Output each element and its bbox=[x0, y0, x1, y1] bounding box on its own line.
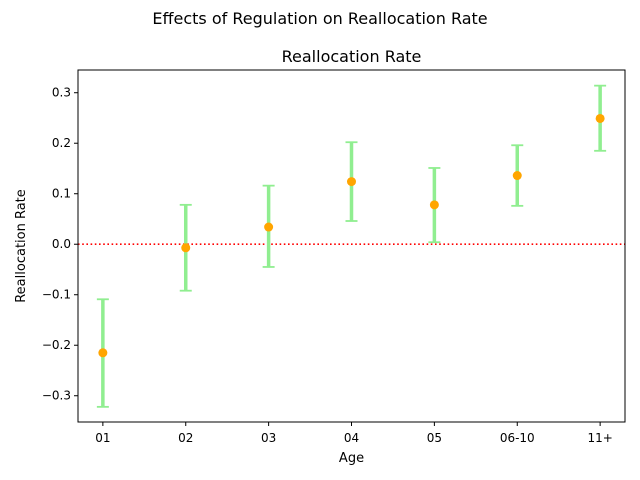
y-tick-label: −0.3 bbox=[42, 389, 71, 403]
y-tick-label: 0.3 bbox=[52, 86, 71, 100]
y-tick-label: 0.1 bbox=[52, 187, 71, 201]
data-point bbox=[98, 348, 108, 358]
figure-suptitle: Effects of Regulation on Reallocation Ra… bbox=[152, 9, 487, 28]
y-axis-label: Reallocation Rate bbox=[14, 189, 29, 303]
data-point bbox=[595, 113, 605, 123]
axes-frame bbox=[77, 69, 626, 423]
data-point bbox=[181, 243, 191, 253]
x-tick-label: 02 bbox=[178, 431, 193, 445]
data-point bbox=[429, 200, 439, 210]
data-point bbox=[347, 177, 356, 187]
data-point bbox=[512, 171, 522, 181]
x-tick-label: 01 bbox=[95, 431, 110, 445]
x-tick-label: 04 bbox=[344, 431, 359, 445]
y-tick-label: 0.2 bbox=[52, 136, 71, 150]
plot-area: −0.3 −0.2 −0.1 0.0 0.1 0.2 0.3 01 02 03 04 05 06-10 1… bbox=[42, 84, 625, 445]
chart-title: Reallocation Rate bbox=[282, 47, 422, 66]
x-tick-label: 11+ bbox=[587, 431, 612, 445]
y-tick-label: −0.2 bbox=[42, 338, 71, 352]
x-tick-label: 06-10 bbox=[500, 431, 535, 445]
x-tick-label: 03 bbox=[261, 431, 276, 445]
y-tick-label: −0.1 bbox=[42, 288, 71, 302]
x-tick-label: 05 bbox=[427, 431, 442, 445]
data-point bbox=[264, 222, 274, 232]
y-tick-label: 0.0 bbox=[52, 237, 71, 251]
x-axis-label: Age bbox=[339, 451, 364, 466]
